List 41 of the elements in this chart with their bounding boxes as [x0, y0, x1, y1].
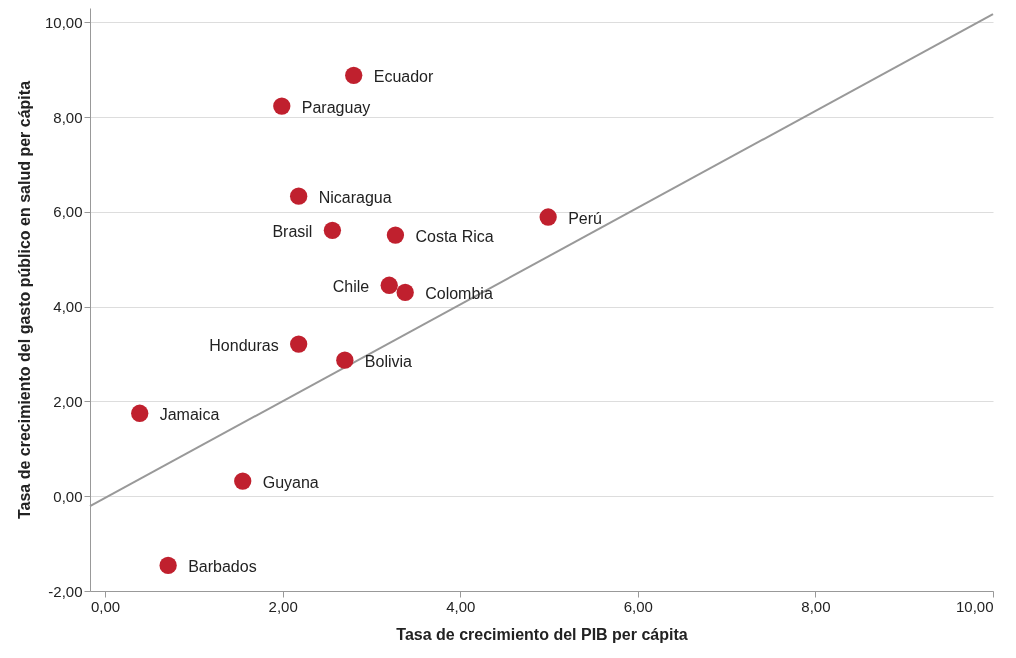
y-tick-label: 8,00: [53, 108, 83, 126]
x-tick-label: 8,00: [801, 597, 831, 615]
annotation: Nicaragua: [318, 189, 392, 207]
y-tick-label: 0,00: [53, 487, 83, 505]
annotation: Paraguay: [301, 99, 371, 117]
x-tick-label: 4,00: [446, 597, 476, 615]
annotation: Chile: [332, 278, 370, 296]
y-axis-title: Tasa de crecimiento del gasto público en salud per cápita: [15, 80, 33, 520]
y-tick-label: 2,00: [53, 392, 83, 410]
point: [386, 226, 405, 244]
point: [539, 208, 557, 226]
point: [380, 276, 398, 294]
point: [131, 404, 149, 422]
x-tick-label: 10,00: [955, 597, 994, 615]
point: [345, 66, 363, 84]
annotation: Guyana: [262, 474, 319, 492]
annotation: Ecuador: [373, 68, 434, 86]
point: [396, 283, 414, 302]
x-tick-label: 0,00: [90, 597, 121, 615]
annotation: Colombia: [425, 285, 493, 303]
y-tick-label: 10,00: [44, 13, 83, 31]
point: [290, 187, 308, 205]
point: [273, 97, 291, 115]
annotation: Brasil: [272, 223, 313, 241]
annotation: Barbados: [188, 558, 257, 576]
y-tick-label: -2,00: [48, 582, 83, 600]
x-axis-title: Tasa de crecimiento del PIB per cápita: [396, 625, 688, 643]
x-tick-label: 2,00: [268, 597, 298, 615]
y-tick-label: 4,00: [53, 298, 83, 316]
annotation: Jamaica: [159, 406, 220, 424]
annotation: Costa Rica: [415, 228, 494, 246]
point: [336, 351, 354, 369]
point: [323, 221, 342, 239]
annotation: Bolivia: [364, 353, 413, 371]
point: [290, 335, 308, 353]
annotation: Honduras: [209, 337, 279, 355]
y-tick-label: 6,00: [53, 203, 83, 221]
x-tick-label: 6,00: [623, 597, 653, 615]
point: [234, 472, 252, 490]
annotation: Perú: [568, 210, 602, 228]
point: [159, 556, 177, 575]
